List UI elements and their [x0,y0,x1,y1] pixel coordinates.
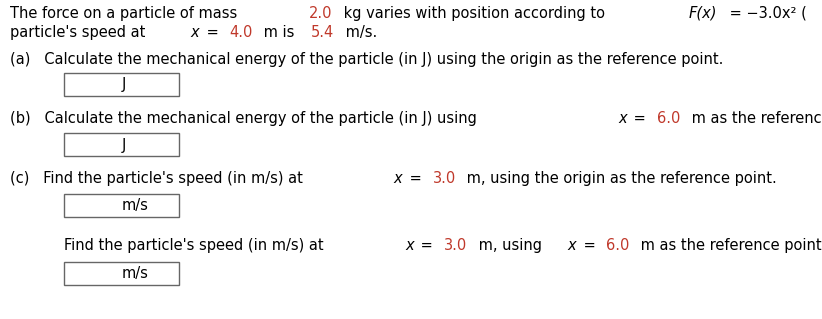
Bar [64,73,179,96]
Text: x: x [394,171,402,186]
Text: =: = [201,25,223,40]
Text: =: = [579,238,600,253]
Text: 3.0: 3.0 [444,238,467,253]
Text: 3.0: 3.0 [432,171,455,186]
Text: 4.0: 4.0 [229,25,252,40]
Text: 6.0: 6.0 [657,111,681,126]
Text: m, using: m, using [473,238,547,253]
Text: x: x [191,25,199,40]
Text: m/s.: m/s. [341,25,377,40]
Text: The force on a particle of mass: The force on a particle of mass [10,5,242,20]
Text: m, using the origin as the reference point.: m, using the origin as the reference poi… [463,171,777,186]
Text: 5.4: 5.4 [311,25,335,40]
Text: m as the reference point.: m as the reference point. [687,111,822,126]
Text: x: x [405,238,413,253]
Text: kg varies with position according to: kg varies with position according to [339,5,610,20]
Text: 6.0: 6.0 [606,238,630,253]
Text: m as the reference point.: m as the reference point. [636,238,822,253]
Text: (a)   Calculate the mechanical energy of the particle (in J) using the origin as: (a) Calculate the mechanical energy of t… [10,52,723,67]
Bar [64,133,179,156]
Text: J: J [122,77,126,92]
Bar [64,262,179,285]
Text: = −3.0x² (: = −3.0x² ( [725,5,807,20]
Text: (b)   Calculate the mechanical energy of the particle (in J) using: (b) Calculate the mechanical energy of t… [10,111,482,126]
Text: F(x): F(x) [689,5,717,20]
Text: Find the particle's speed (in m/s) at: Find the particle's speed (in m/s) at [64,238,328,253]
Text: =: = [405,171,427,186]
Text: x: x [618,111,627,126]
Text: J: J [122,138,126,153]
Text: m/s: m/s [122,266,149,281]
Text: =: = [416,238,437,253]
Bar [64,194,179,217]
Text: particle's speed at: particle's speed at [10,25,150,40]
Text: x: x [567,238,576,253]
Text: 2.0: 2.0 [309,5,333,20]
Text: (c)   Find the particle's speed (in m/s) at: (c) Find the particle's speed (in m/s) a… [10,171,307,186]
Text: m/s: m/s [122,198,149,213]
Text: =: = [630,111,651,126]
Text: m is: m is [260,25,299,40]
